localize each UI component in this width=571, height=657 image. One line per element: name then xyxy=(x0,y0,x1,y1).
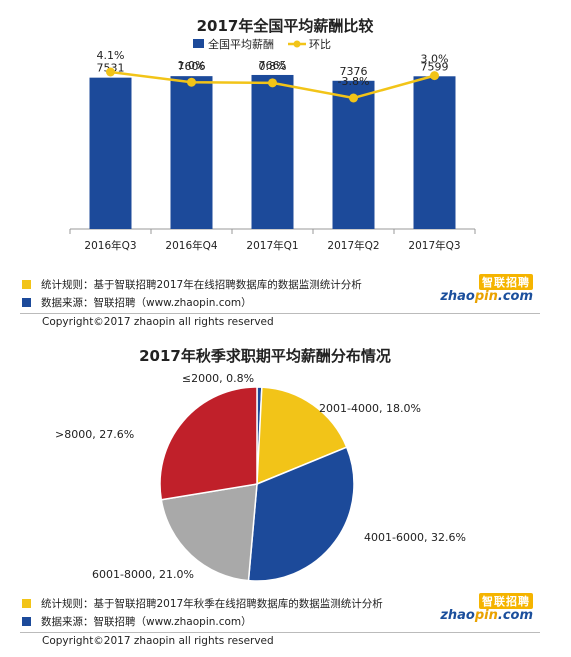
pie-slice-1 xyxy=(256,386,348,486)
qoq-point-1 xyxy=(187,77,196,87)
qoq-point-3 xyxy=(349,93,358,103)
legend-bar-label: 全国平均薪酬 xyxy=(208,37,274,51)
legend-line-marker xyxy=(293,40,301,48)
zhaopin-logo-2: 智联招聘 zhaopin.com xyxy=(440,590,533,623)
divider-line-2 xyxy=(20,632,540,633)
note-blue-marker xyxy=(22,298,31,307)
pie-slice-4 xyxy=(159,386,258,501)
logo-cn-text: 智联招聘 xyxy=(479,274,533,290)
qoq-point-2 xyxy=(268,78,277,88)
legend-bar-swatch xyxy=(193,39,204,48)
divider-line xyxy=(20,313,540,314)
note2-blue-marker xyxy=(22,617,31,626)
pie-label-0: ≤2000, 0.8% xyxy=(182,372,254,385)
salary-pie-chart: 2017年秋季求职期平均薪酬分布情况 ≤2000, 0.8% 2001-4000, … xyxy=(55,347,466,582)
pie-slice-3 xyxy=(160,483,258,582)
x-tick-label-2: 2017年Q1 xyxy=(246,239,298,252)
x-tick-label-0: 2016年Q3 xyxy=(84,239,136,252)
bar-4 xyxy=(413,76,456,229)
chart2-title: 2017年秋季求职期平均薪酬分布情况 xyxy=(139,347,391,365)
note2-rule-text: 统计规则：基于智联招聘2017年秋季在线招聘数据库的数据监测统计分析 xyxy=(41,598,383,610)
zhaopin-logo: 智联招聘 zhaopin.com xyxy=(440,271,533,304)
x-tick-label-1: 2016年Q4 xyxy=(165,239,217,252)
legend-line-label: 环比 xyxy=(309,38,331,51)
note2-source-text: 数据来源：智联招聘（www.zhaopin.com） xyxy=(41,616,252,628)
bar-0 xyxy=(89,77,132,229)
qoq-label-1: 1.0% xyxy=(178,59,206,72)
qoq-point-4 xyxy=(430,71,439,81)
chart1-title: 2017年全国平均薪酬比较 xyxy=(197,17,374,35)
logo2-cn-text: 智联招聘 xyxy=(479,593,533,609)
salary-bar-line-chart: 2017年全国平均薪酬比较全国平均薪酬环比75312016年Q376062016… xyxy=(69,17,476,252)
pie-label-2: 4001-6000, 32.6% xyxy=(364,531,466,544)
pie-label-4: >8000, 27.6% xyxy=(55,428,134,441)
x-tick-label-4: 2017年Q3 xyxy=(408,239,460,252)
note-source-row: 数据来源：智联招聘（www.zhaopin.com） xyxy=(22,295,252,310)
bar-value-label-1: 7606 xyxy=(178,60,206,73)
note2-rule-row: 统计规则：基于智联招聘2017年秋季在线招聘数据库的数据监测统计分析 xyxy=(22,596,383,611)
bar-2 xyxy=(251,74,294,229)
qoq-label-2: 0.8% xyxy=(259,60,287,73)
logo2-en-text: zhaopin.com xyxy=(440,608,533,623)
x-tick-label-3: 2017年Q2 xyxy=(327,239,379,252)
note2-yellow-marker xyxy=(22,599,31,608)
qoq-label-0: 4.1% xyxy=(97,49,125,62)
copyright-text: Copyright©2017 zhaopin all rights reserv… xyxy=(42,316,274,328)
logo-en-text: zhaopin.com xyxy=(440,289,533,304)
note-source-text: 数据来源：智联招聘（www.zhaopin.com） xyxy=(41,297,252,309)
bar-value-label-4: 7599 xyxy=(421,60,449,73)
note-yellow-marker xyxy=(22,280,31,289)
copyright-text-2: Copyright©2017 zhaopin all rights reserv… xyxy=(42,635,274,647)
pie-label-3: 6001-8000, 21.0% xyxy=(92,568,194,581)
note-rule-row: 统计规则：基于智联招聘2017年在线招聘数据库的数据监测统计分析 xyxy=(22,277,362,292)
qoq-point-0 xyxy=(106,67,115,77)
bar-value-label-3: 7376 xyxy=(340,65,368,78)
pie-slice-2 xyxy=(247,446,355,582)
bar-3 xyxy=(332,80,375,229)
salary-distribution-panel: 2017年秋季求职期平均薪酬分布情况 ≤2000, 0.8% 2001-4000, … xyxy=(0,335,571,657)
note2-source-row: 数据来源：智联招聘（www.zhaopin.com） xyxy=(22,614,252,629)
bar-1 xyxy=(170,76,213,229)
qoq-label-4: 3.0% xyxy=(421,53,449,66)
bar-value-label-2: 7665 xyxy=(259,59,287,72)
pie-label-1: 2001-4000, 18.0% xyxy=(319,402,421,415)
salary-comparison-panel: 2017年全国平均薪酬比较全国平均薪酬环比75312016年Q376062016… xyxy=(20,17,540,328)
note-rule-text: 统计规则：基于智联招聘2017年在线招聘数据库的数据监测统计分析 xyxy=(41,279,362,291)
qoq-label-3: -3.8% xyxy=(338,75,370,88)
